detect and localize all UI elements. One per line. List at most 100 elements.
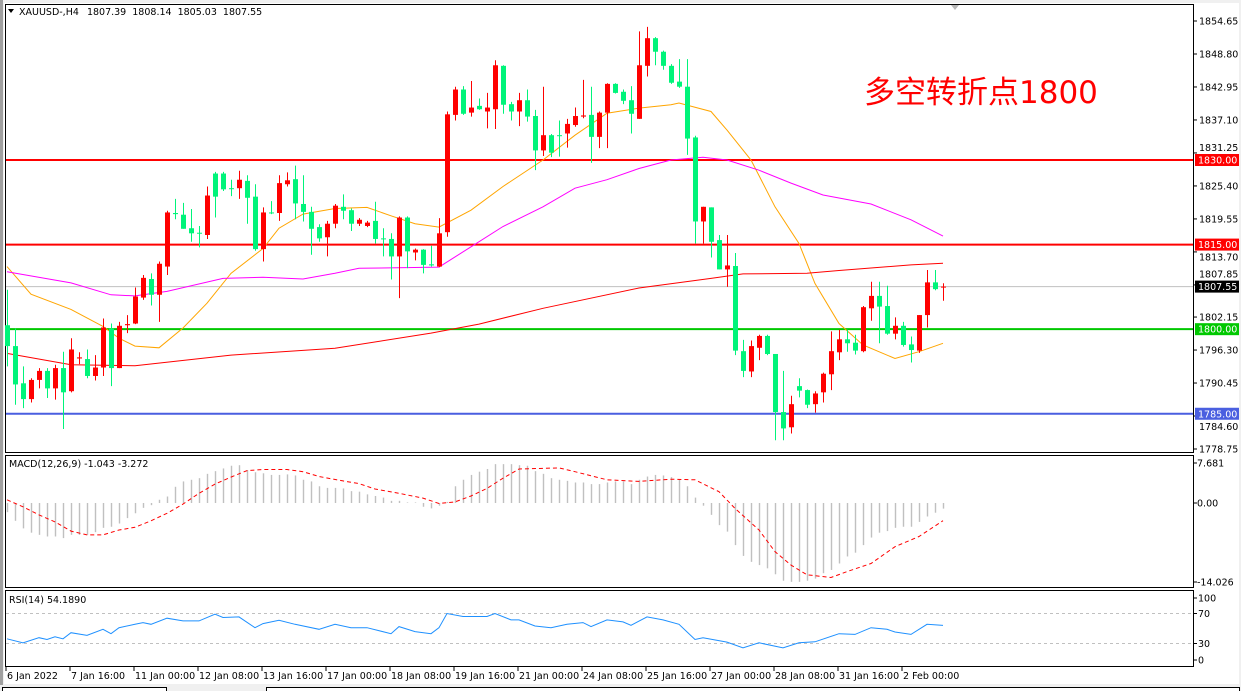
bullish-candle-body [205,195,210,235]
time-tick-label: 11 Jan 00:00 [135,671,195,682]
price-tick-label: 1825.40 [1199,181,1238,192]
rsi-tick-label: 30 [1198,639,1210,650]
bearish-candle-body [797,386,802,391]
macd-pane[interactable] [5,455,1194,588]
bearish-candle-body [733,266,738,351]
bullish-candle-body [605,83,610,113]
bullish-candle-body [165,212,170,267]
bullish-candle-body [117,325,122,369]
bearish-candle-body [245,180,250,198]
bullish-candle-body [37,370,42,380]
moving-average-line [6,156,944,297]
bearish-candle-body [61,368,66,393]
bullish-candle-body [53,368,58,389]
bearish-candle-body [853,342,858,351]
bearish-candle-body [557,135,562,137]
bearish-candle-body [501,65,506,105]
level-label-box [1195,407,1239,420]
bullish-candle-body [157,263,162,295]
level-label: 1800.00 [1198,325,1237,336]
bearish-candle-body [85,359,90,376]
bullish-candle-body [133,296,138,324]
price-axis[interactable]: 1854.65 1848.80 1842.95 1837.10 1831.25 1825.… [1193,17,1238,456]
bearish-candle-body [13,346,18,385]
time-axis[interactable]: 6 Jan 2022 7 Jan 16:00 11 Jan 00:00 12 Jan … [5,667,959,682]
time-tick-label: 7 Jan 16:00 [71,671,125,682]
bullish-candle-body [757,335,762,348]
price-tick-label: 1813.70 [1199,253,1238,264]
macd-label: MACD(12,26,9) -1.043 -3.272 [9,459,148,470]
bearish-candle-body [613,83,618,93]
bearish-candle-body [805,390,810,405]
bullish-candle-body [101,327,106,368]
bullish-candle-body [701,206,706,222]
price-tick-label: 1807.85 [1199,270,1238,281]
time-tick-label: 25 Jan 16:00 [647,671,707,682]
bearish-candle-body [677,81,682,87]
price-tick-label: 1790.45 [1199,379,1238,390]
bearish-candle-body [669,65,674,83]
bearish-candle-body [309,211,314,229]
time-tick-label: 24 Jan 08:00 [583,671,643,682]
macd-tick-label: -14.026 [1197,578,1234,589]
annotation-text[interactable]: 多空转折点1800 [864,75,1098,111]
rsi-tick-label: 100 [1198,594,1216,605]
bearish-candle-body [349,210,354,224]
rsi-indicator: 100 70 30 0 [6,594,1216,667]
level-label: 1830.00 [1198,156,1237,167]
bearish-candle-body [109,328,114,369]
time-tick-label: 21 Jan 00:00 [519,671,579,682]
main-pane[interactable] [5,4,1194,453]
time-tick-label: 18 Jan 08:00 [391,671,451,682]
price-tick-label: 1819.55 [1199,214,1238,225]
bearish-candle-body [629,100,634,114]
rsi-pane[interactable] [5,590,1194,667]
macd-indicator: 7.681 0.00 -14.026 [6,459,1234,589]
moving-averages [6,102,944,367]
price-tick-label: 1842.95 [1199,82,1238,93]
bullish-candle-body [445,114,450,233]
chart-header: XAUUSD-,H4 1807.39 1808.14 1805.03 1807.… [19,7,262,18]
bearish-candle-body [765,335,770,354]
price-tick-label: 1802.15 [1199,313,1238,324]
moving-average-line [6,102,944,360]
bottom-tab[interactable] [266,687,1240,691]
bearish-candle-body [429,264,434,266]
bearish-candle-body [845,339,850,344]
bullish-candle-body [565,123,570,134]
moving-average-line [6,262,944,367]
bullish-candle-body [517,100,522,112]
bullish-candle-body [325,223,330,238]
bullish-candle-body [77,357,82,359]
bullish-candle-body [597,112,602,137]
shift-marker-icon[interactable] [951,5,959,10]
bullish-candle-body [69,349,74,392]
bullish-candle-body [413,249,418,253]
bearish-candle-body [149,278,154,295]
bullish-candle-body [821,373,826,393]
bearish-candle-body [781,412,786,429]
bearish-candle-body [509,104,514,112]
bottom-tab[interactable] [2,687,167,691]
bullish-candle-body [437,233,442,267]
level-label: 1785.00 [1198,409,1237,420]
bullish-candle-body [93,367,98,376]
window-left-border [0,0,3,691]
collapse-triangle-icon[interactable] [8,9,14,13]
price-tick-label: 1837.10 [1199,115,1238,126]
bearish-candle-body [189,228,194,234]
bearish-candle-body [5,325,10,347]
bearish-candle-body [909,344,914,351]
bearish-candle-body [197,232,202,234]
bearish-candle-body [589,114,594,137]
rsi-line [6,612,944,649]
bullish-candle-body [789,404,794,428]
bullish-candle-body [237,179,242,189]
bullish-candle-body [917,315,922,351]
bearish-candle-body [773,353,778,413]
price-tick-label: 1778.75 [1199,445,1238,456]
bearish-candle-body [45,370,50,389]
bearish-candle-body [405,217,410,252]
horizontal-levels [6,159,1193,415]
